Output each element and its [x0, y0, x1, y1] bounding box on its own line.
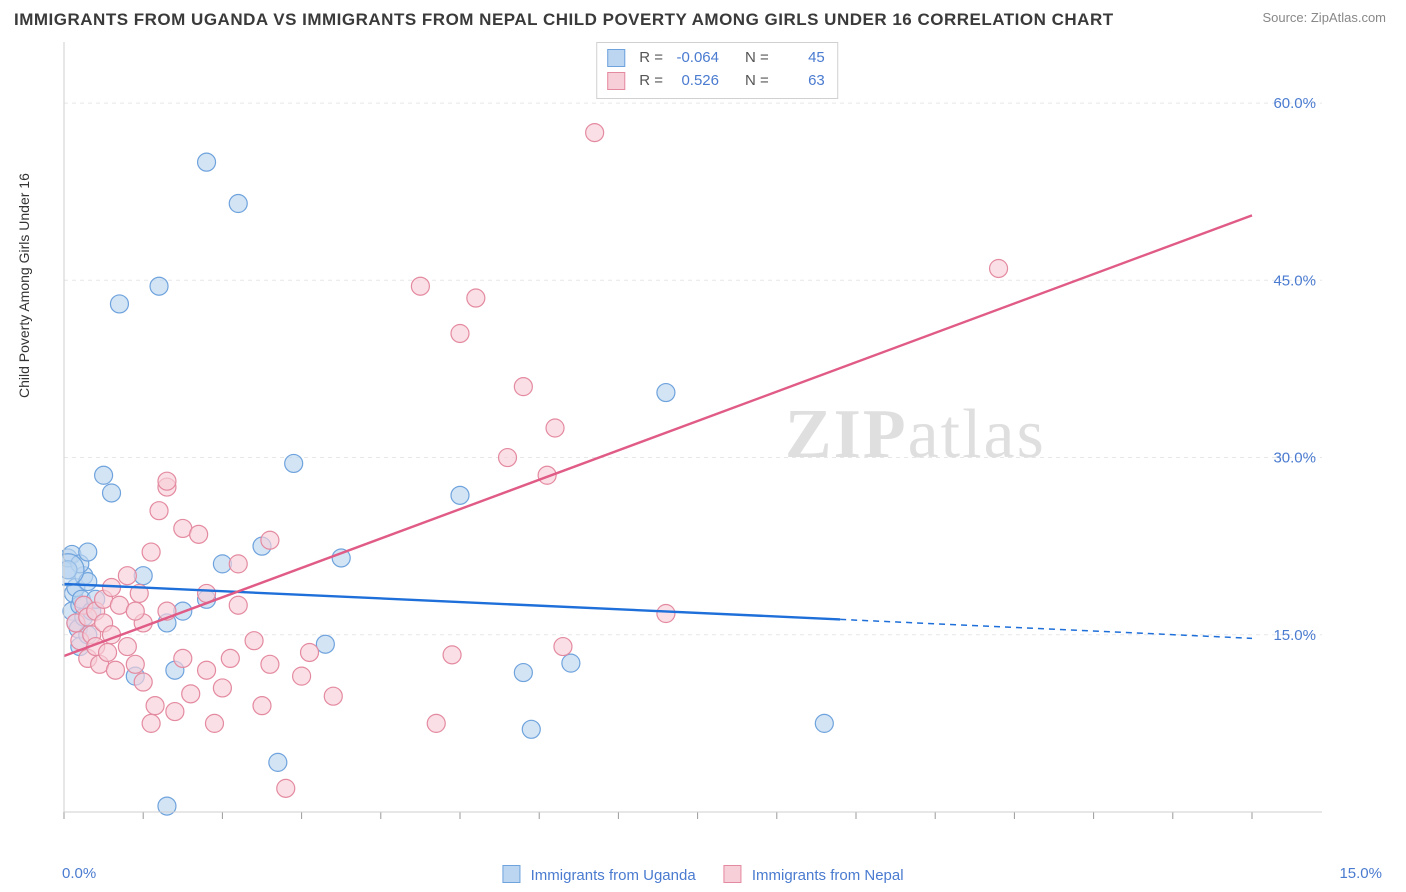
y-axis-label: Child Poverty Among Girls Under 16 [16, 173, 32, 398]
svg-text:45.0%: 45.0% [1273, 272, 1316, 289]
stats-row-uganda: R = -0.064 N = 45 [607, 47, 825, 70]
source-label: Source: ZipAtlas.com [1262, 10, 1386, 25]
chart-container: Child Poverty Among Girls Under 16 15.0%… [38, 42, 1396, 844]
svg-text:30.0%: 30.0% [1273, 450, 1316, 467]
scatter-plot: 15.0% 30.0% 45.0% 60.0% [62, 42, 1322, 832]
r-label: R = [639, 70, 663, 93]
n-value-uganda: 45 [777, 47, 825, 70]
legend-label-uganda: Immigrants from Uganda [531, 867, 696, 884]
r-value-nepal: 0.526 [671, 70, 719, 93]
svg-text:15.0%: 15.0% [1273, 627, 1316, 644]
swatch-nepal [724, 865, 742, 883]
r-label: R = [639, 47, 663, 70]
r-value-uganda: -0.064 [671, 47, 719, 70]
n-label: N = [745, 70, 769, 93]
legend-item-uganda: Immigrants from Uganda [502, 865, 695, 884]
n-label: N = [745, 47, 769, 70]
swatch-uganda [502, 865, 520, 883]
swatch-nepal [607, 72, 625, 90]
legend-item-nepal: Immigrants from Nepal [724, 865, 904, 884]
stats-row-nepal: R = 0.526 N = 63 [607, 70, 825, 93]
n-value-nepal: 63 [777, 70, 825, 93]
swatch-uganda [607, 49, 625, 67]
stats-legend-box: R = -0.064 N = 45 R = 0.526 N = 63 [596, 42, 838, 99]
bottom-legend: Immigrants from Uganda Immigrants from N… [502, 865, 903, 884]
x-axis-tick-max: 15.0% [1339, 865, 1382, 882]
svg-text:60.0%: 60.0% [1273, 95, 1316, 112]
x-axis-tick-min: 0.0% [62, 865, 96, 882]
chart-title: IMMIGRANTS FROM UGANDA VS IMMIGRANTS FRO… [14, 10, 1114, 30]
legend-label-nepal: Immigrants from Nepal [752, 867, 904, 884]
